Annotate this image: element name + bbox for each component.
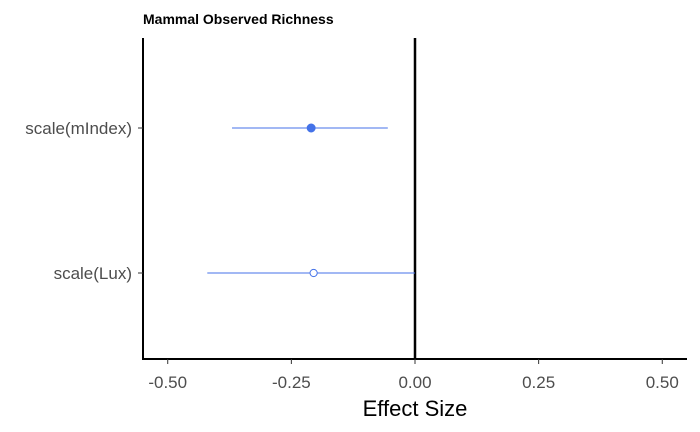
y-tick-label: scale(Lux)	[54, 264, 132, 283]
x-axis-title: Effect Size	[363, 396, 468, 421]
chart-title: Mammal Observed Richness	[143, 11, 334, 27]
y-tick-label: scale(mIndex)	[25, 119, 132, 138]
x-tick-label: 0.25	[522, 373, 555, 392]
x-tick-label: 0.50	[646, 373, 679, 392]
x-tick-label: -0.25	[272, 373, 311, 392]
x-tick-label: 0.00	[398, 373, 431, 392]
point-estimate-marker	[309, 268, 318, 278]
x-tick-label: -0.50	[148, 373, 187, 392]
point-estimate-marker	[306, 123, 316, 133]
